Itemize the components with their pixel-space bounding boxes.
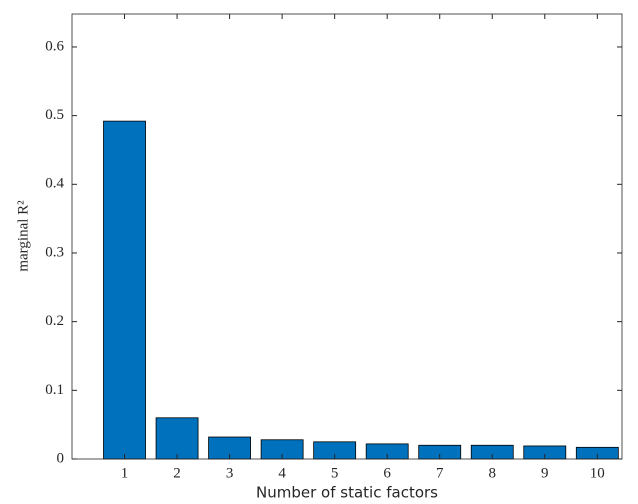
bar (155, 417, 199, 460)
x-axis-label: Number of static factors (256, 484, 438, 502)
y-tick-label: 0.4 (45, 176, 64, 192)
x-tick-label: 3 (226, 465, 234, 481)
x-tick-label: 1 (121, 465, 129, 481)
axes-box (71, 13, 623, 460)
y-axis-label: marginal R² (15, 200, 31, 272)
y-tick-label: 0.5 (45, 107, 64, 123)
y-tick-label: 0.2 (45, 313, 64, 329)
x-tick-label: 8 (488, 465, 496, 481)
y-tick-label: 0 (57, 450, 65, 466)
y-tick-label: 0.1 (45, 382, 64, 398)
x-tick-label: 6 (383, 465, 391, 481)
y-tick-label: 0.6 (45, 38, 64, 54)
x-tick-label: 9 (541, 465, 549, 481)
x-tick-label: 10 (590, 465, 605, 481)
x-tick-label: 5 (331, 465, 339, 481)
y-tick-label: 0.3 (45, 244, 64, 260)
x-tick-label: 2 (173, 465, 181, 481)
x-tick-label: 7 (436, 465, 444, 481)
x-tick-label: 4 (278, 465, 286, 481)
bar (103, 120, 146, 460)
